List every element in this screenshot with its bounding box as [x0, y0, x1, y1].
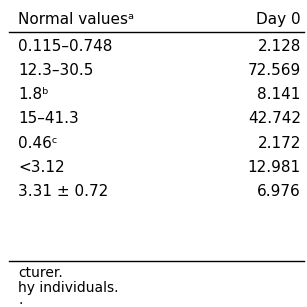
- Text: 1.8ᵇ: 1.8ᵇ: [18, 87, 49, 102]
- Text: <3.12: <3.12: [18, 160, 65, 175]
- Text: Normal valuesᵃ: Normal valuesᵃ: [18, 12, 134, 27]
- Text: 3.31 ± 0.72: 3.31 ± 0.72: [18, 184, 109, 199]
- Text: 2.172: 2.172: [258, 136, 301, 150]
- Text: Day 0: Day 0: [256, 12, 301, 27]
- Text: 2.128: 2.128: [258, 39, 301, 54]
- Text: hy individuals.: hy individuals.: [18, 281, 119, 295]
- Text: 6.976: 6.976: [257, 184, 301, 199]
- Text: 8.141: 8.141: [258, 87, 301, 102]
- Text: cturer.: cturer.: [18, 266, 63, 280]
- Text: 0.115–0.748: 0.115–0.748: [18, 39, 113, 54]
- Text: 12.3–30.5: 12.3–30.5: [18, 63, 94, 78]
- Text: .: .: [18, 293, 23, 307]
- Text: 0.46ᶜ: 0.46ᶜ: [18, 136, 58, 150]
- Text: 15–41.3: 15–41.3: [18, 111, 79, 126]
- Text: 12.981: 12.981: [248, 160, 301, 175]
- Text: 42.742: 42.742: [248, 111, 301, 126]
- Text: 72.569: 72.569: [248, 63, 301, 78]
